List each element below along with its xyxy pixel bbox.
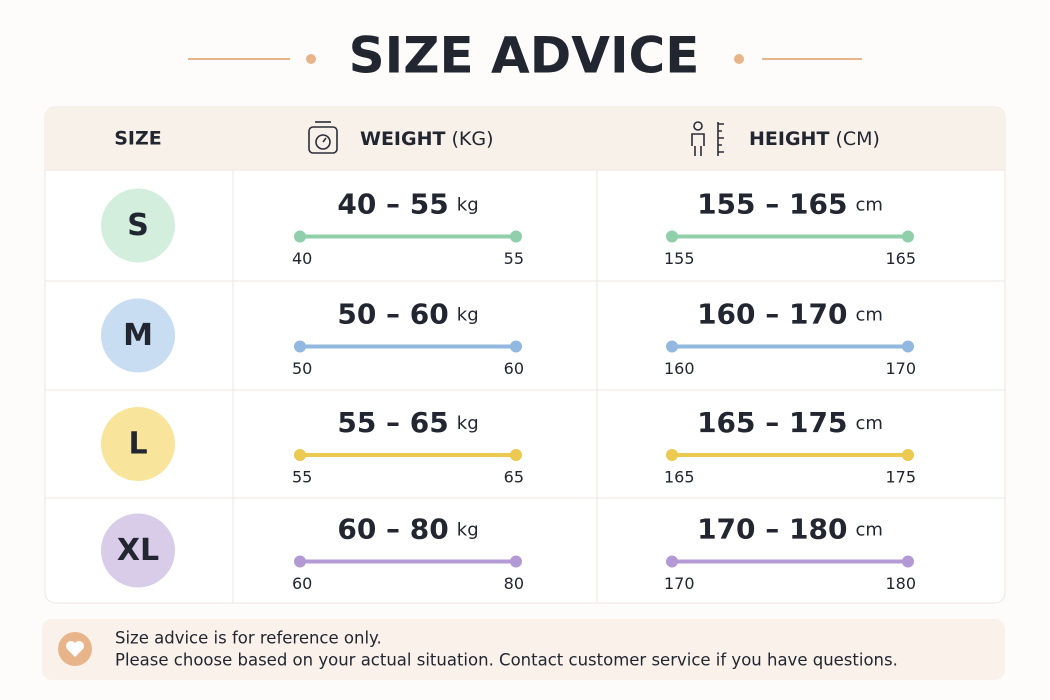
range-max: 180: [885, 574, 916, 593]
range-end: [666, 230, 678, 243]
range-value: 55 – 65: [337, 406, 448, 439]
range-unit: cm: [855, 305, 882, 326]
range-end: [510, 340, 522, 353]
range-end: [510, 230, 522, 243]
note-line: Size advice is for reference only.: [115, 629, 382, 648]
header-height: HEIGHT (CM): [749, 128, 880, 150]
scale-body: [308, 126, 338, 154]
size-badge: [101, 188, 175, 263]
range-max: 60: [504, 359, 524, 378]
range-value: 170 – 180: [697, 513, 847, 546]
range-min: 165: [664, 468, 695, 487]
range-min: 170: [664, 574, 695, 593]
range-max: 55: [504, 249, 524, 268]
range-max: 65: [504, 468, 524, 487]
note-line: Please choose based on your actual situa…: [115, 651, 898, 670]
note-box: [42, 619, 1005, 680]
range-min: 155: [664, 249, 695, 268]
height-range: 155 – 165 cm: [697, 188, 883, 221]
range-end: [294, 230, 306, 243]
range-max: 170: [885, 359, 916, 378]
scale-icon: [308, 121, 338, 154]
range-end: [666, 555, 678, 568]
range-end: [902, 555, 914, 568]
range-end: [666, 340, 678, 353]
range-end: [294, 449, 306, 461]
weight-range: 50 – 60 kg: [337, 298, 478, 331]
header-label: HEIGHT: [749, 128, 829, 150]
header-weight: WEIGHT (KG): [360, 128, 494, 150]
weight-range: 60 – 80 kg: [337, 513, 478, 546]
range-end: [666, 449, 678, 461]
size-badge: [101, 298, 175, 373]
height-icon: [691, 121, 724, 156]
range-min: 160: [664, 359, 695, 378]
range-end: [902, 449, 914, 461]
weight-range: 40 – 55 kg: [337, 188, 478, 221]
size-badge: [101, 407, 175, 481]
range-end: [510, 555, 522, 568]
title: SIZE ADVICE: [349, 27, 700, 85]
range-min: 50: [292, 359, 312, 378]
head: [693, 121, 703, 131]
height-range: 170 – 180 cm: [697, 513, 883, 546]
header-size: SIZE: [114, 128, 162, 150]
range-unit: kg: [457, 195, 479, 216]
range-unit: cm: [855, 413, 882, 434]
height-range: 160 – 170 cm: [697, 298, 883, 331]
table-header: [45, 107, 1005, 170]
range-min: 55: [292, 468, 312, 487]
range-end: [902, 340, 914, 353]
range-unit: kg: [457, 305, 479, 326]
header-label: WEIGHT: [360, 128, 446, 150]
range-value: 155 – 165: [697, 188, 847, 221]
title-dot: [734, 54, 744, 64]
header-unit: (CM): [835, 128, 880, 150]
range-max: 165: [885, 249, 916, 268]
range-value: 160 – 170: [697, 298, 847, 331]
range-max: 80: [504, 574, 524, 593]
range-unit: kg: [457, 520, 479, 541]
ruler: [717, 122, 724, 156]
height-range: 165 – 175 cm: [697, 406, 883, 439]
range-value: 165 – 175: [697, 406, 847, 439]
size-label: L: [128, 427, 147, 462]
range-unit: kg: [457, 413, 479, 434]
size-badge: [101, 513, 175, 588]
range-value: 40 – 55: [337, 188, 448, 221]
range-end: [902, 230, 914, 243]
range-value: 50 – 60: [337, 298, 448, 331]
grid: [45, 169, 1005, 603]
size-label: S: [127, 208, 149, 243]
range-end: [510, 449, 522, 461]
range-max: 175: [885, 468, 916, 487]
scale-needle: [322, 137, 327, 143]
body: [691, 133, 705, 156]
rows: S 40 – 55 kg 40 55 155 – 165 cm 155 165 M 50 – 60 k…: [101, 188, 916, 593]
size-label: M: [123, 318, 153, 353]
range-value: 60 – 80: [337, 513, 448, 546]
weight-range: 55 – 65 kg: [337, 406, 478, 439]
range-unit: cm: [855, 520, 882, 541]
range-unit: cm: [855, 195, 882, 216]
range-min: 40: [292, 249, 312, 268]
scale-dial: [315, 134, 331, 150]
size-label: XL: [117, 533, 159, 568]
title-dot: [306, 54, 316, 64]
heart: [65, 641, 85, 657]
header-unit: (KG): [452, 128, 494, 150]
range-min: 60: [292, 574, 312, 593]
range-end: [294, 340, 306, 353]
range-end: [294, 555, 306, 568]
